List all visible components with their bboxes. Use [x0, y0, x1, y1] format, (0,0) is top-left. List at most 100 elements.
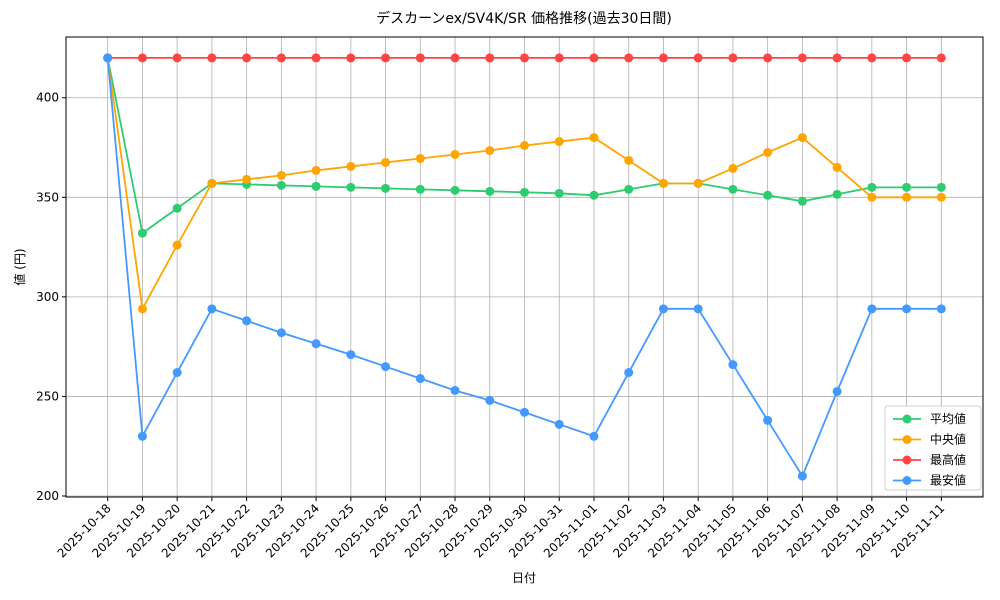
- data-point: [276, 180, 286, 190]
- data-point: [276, 328, 286, 338]
- legend-box: [884, 405, 982, 491]
- y-tick-label: 300: [36, 290, 59, 304]
- data-point: [276, 53, 286, 63]
- data-point: [624, 53, 634, 63]
- data-point: [172, 53, 182, 63]
- data-point: [728, 184, 738, 194]
- data-point: [763, 147, 773, 157]
- data-point: [728, 53, 738, 63]
- data-point: [346, 53, 356, 63]
- data-point: [902, 192, 912, 202]
- data-point: [658, 304, 668, 314]
- data-point: [242, 316, 252, 326]
- data-point: [450, 149, 460, 159]
- data-point: [902, 182, 912, 192]
- data-point: [346, 161, 356, 171]
- data-point: [381, 157, 391, 167]
- data-point: [589, 53, 599, 63]
- data-point: [797, 53, 807, 63]
- data-point: [589, 133, 599, 143]
- data-point: [311, 165, 321, 175]
- data-point: [520, 53, 529, 63]
- data-point: [832, 386, 842, 396]
- data-point: [172, 240, 182, 250]
- data-point: [936, 53, 946, 63]
- data-point: [137, 228, 147, 238]
- data-point: [693, 178, 703, 188]
- data-point: [311, 53, 321, 63]
- data-point: [763, 190, 773, 200]
- data-point: [276, 170, 286, 180]
- data-point: [624, 184, 634, 194]
- legend-label: 最高値: [930, 452, 966, 467]
- data-point: [936, 304, 946, 314]
- legend-marker: [902, 435, 912, 444]
- legend-label: 平均値: [930, 411, 966, 426]
- data-point: [346, 350, 356, 360]
- plot-frame: [65, 36, 984, 498]
- data-point: [693, 53, 703, 63]
- data-point: [415, 184, 425, 194]
- data-point: [311, 181, 321, 191]
- data-point: [658, 178, 668, 188]
- data-point: [172, 203, 182, 213]
- data-point: [867, 304, 877, 314]
- data-point: [936, 182, 946, 192]
- data-point: [137, 431, 147, 441]
- data-point: [763, 415, 773, 425]
- y-tick-label: 400: [36, 91, 59, 105]
- data-point: [554, 419, 564, 429]
- data-point: [450, 185, 460, 195]
- data-point: [902, 53, 912, 63]
- data-point: [832, 162, 842, 172]
- legend-marker: [902, 414, 912, 424]
- data-point: [381, 183, 391, 193]
- data-point: [137, 304, 147, 314]
- data-point: [936, 192, 946, 202]
- data-point: [589, 431, 599, 441]
- data-point: [381, 53, 391, 63]
- data-point: [797, 471, 807, 481]
- data-point: [554, 137, 564, 147]
- data-point: [589, 190, 599, 200]
- data-point: [485, 395, 495, 405]
- data-point: [797, 133, 807, 143]
- legend-marker: [902, 455, 912, 465]
- chart-title: デスカーンex/SV4K/SR 価格推移(過去30日間): [376, 10, 672, 27]
- data-point: [728, 163, 738, 173]
- data-point: [763, 53, 773, 63]
- data-point: [867, 192, 877, 202]
- data-point: [415, 374, 425, 384]
- data-point: [415, 53, 425, 63]
- x-axis-label: 日付: [512, 571, 536, 585]
- data-point: [832, 189, 842, 199]
- data-point: [415, 153, 425, 163]
- data-point: [207, 304, 217, 314]
- data-point: [554, 188, 564, 198]
- data-point: [867, 182, 877, 192]
- data-point: [137, 53, 147, 63]
- data-point: [450, 385, 460, 395]
- data-point: [728, 360, 738, 370]
- data-point: [658, 53, 668, 63]
- y-axis-label: 値 (円): [12, 248, 27, 285]
- legend-label: 中央値: [930, 432, 966, 447]
- y-tick-label: 350: [36, 190, 59, 204]
- data-point: [242, 174, 252, 184]
- data-point: [554, 53, 564, 63]
- data-point: [520, 141, 529, 151]
- data-point: [172, 368, 182, 378]
- data-point: [242, 53, 252, 63]
- data-point: [485, 146, 495, 156]
- y-tick-label: 250: [36, 389, 59, 403]
- data-point: [346, 182, 356, 192]
- data-point: [797, 196, 807, 206]
- data-point: [693, 304, 703, 314]
- data-point: [103, 53, 113, 63]
- data-point: [520, 187, 529, 197]
- data-point: [902, 304, 912, 314]
- data-point: [624, 368, 634, 378]
- y-tick-label: 200: [36, 489, 59, 503]
- data-point: [485, 186, 495, 196]
